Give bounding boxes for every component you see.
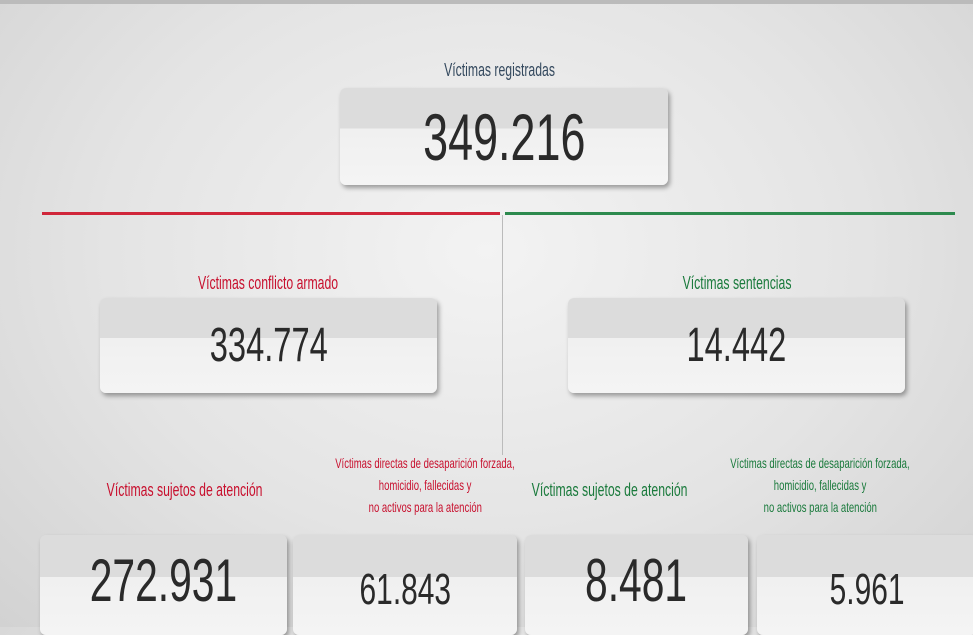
total-label: Víctimas registradas xyxy=(444,60,556,80)
item-label-text: homicidio, fallecidas y xyxy=(773,477,867,493)
value-box: 14.442 xyxy=(568,298,905,393)
item-label-text: Víctimas sujetos de atención xyxy=(107,480,263,500)
value-box: 272.931 xyxy=(40,535,287,635)
item-label: no activos para la atención xyxy=(670,499,970,515)
item-label-text: no activos para la atención xyxy=(368,499,482,515)
section-label: Víctimas sentencias xyxy=(537,273,937,294)
value-box: 61.843 xyxy=(293,535,517,635)
item-label: Víctimas directas de desaparición forzad… xyxy=(670,455,970,471)
item-label-text: homicidio, fallecidas y xyxy=(378,477,472,493)
red-line xyxy=(42,212,500,215)
section-label-text: Víctimas conflicto armado xyxy=(197,273,339,293)
item-label: no activos para la atención xyxy=(275,499,575,515)
item-label: Víctimas directas de desaparición forzad… xyxy=(275,455,575,471)
item-label: Víctimas sujetos de atención xyxy=(35,480,335,501)
total-box: 349.216 xyxy=(340,88,668,185)
top-border xyxy=(0,0,973,4)
item-label-text: Víctimas directas de desaparición forzad… xyxy=(335,455,515,471)
section-label-text: Víctimas sentencias xyxy=(682,273,792,293)
value: 14.442 xyxy=(686,319,787,372)
value: 272.931 xyxy=(89,547,238,614)
item-label-text: Víctimas directas de desaparición forzad… xyxy=(730,455,910,471)
item-label-text: no activos para la atención xyxy=(763,499,877,515)
value: 334.774 xyxy=(209,319,328,372)
section-label: Víctimas conflicto armado xyxy=(68,273,468,294)
value: 8.481 xyxy=(585,547,688,614)
item-label-text: Víctimas sujetos de atención xyxy=(532,480,688,500)
value-box: 8.481 xyxy=(525,535,748,635)
divider xyxy=(502,215,503,455)
green-line xyxy=(505,212,955,215)
item-label: homicidio, fallecidas y xyxy=(275,477,575,493)
value-box: 5.961 xyxy=(757,535,973,635)
item-label: homicidio, fallecidas y xyxy=(670,477,970,493)
value: 61.843 xyxy=(359,565,451,614)
value: 5.961 xyxy=(829,565,905,614)
value-box: 334.774 xyxy=(100,298,437,393)
item-label: Víctimas sujetos de atención xyxy=(460,480,760,501)
total-value: 349.216 xyxy=(422,99,586,174)
